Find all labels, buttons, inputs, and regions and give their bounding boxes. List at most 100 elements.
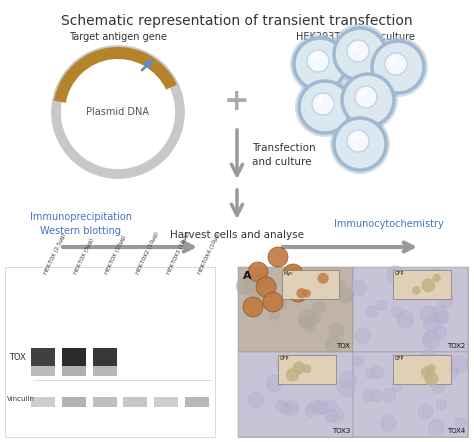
Circle shape bbox=[334, 118, 386, 170]
Circle shape bbox=[423, 315, 440, 332]
Circle shape bbox=[285, 271, 303, 289]
Bar bbox=[62, 348, 86, 366]
Circle shape bbox=[256, 277, 276, 297]
Circle shape bbox=[243, 297, 263, 317]
Circle shape bbox=[447, 367, 458, 379]
Circle shape bbox=[317, 97, 323, 103]
Circle shape bbox=[337, 379, 355, 396]
Circle shape bbox=[363, 390, 374, 402]
Circle shape bbox=[412, 286, 421, 295]
Circle shape bbox=[319, 362, 334, 377]
Circle shape bbox=[390, 57, 396, 63]
Circle shape bbox=[456, 417, 466, 428]
Circle shape bbox=[312, 301, 325, 314]
Circle shape bbox=[299, 81, 351, 133]
Circle shape bbox=[360, 90, 366, 96]
Bar bbox=[62, 397, 86, 407]
Text: Myc: Myc bbox=[284, 271, 293, 275]
Circle shape bbox=[347, 130, 369, 152]
Bar bbox=[238, 267, 468, 437]
Circle shape bbox=[305, 322, 315, 332]
Text: HEK-TOX (10µg): HEK-TOX (10µg) bbox=[105, 234, 127, 275]
Circle shape bbox=[325, 409, 337, 423]
Text: Plasmid DNA: Plasmid DNA bbox=[86, 107, 149, 117]
Circle shape bbox=[431, 378, 446, 392]
Circle shape bbox=[334, 28, 386, 80]
Circle shape bbox=[325, 336, 341, 352]
Text: GFP: GFP bbox=[395, 271, 405, 275]
Circle shape bbox=[312, 54, 318, 60]
Circle shape bbox=[290, 34, 350, 94]
Bar bbox=[31, 397, 55, 407]
Circle shape bbox=[381, 415, 396, 431]
Circle shape bbox=[300, 285, 314, 300]
Circle shape bbox=[424, 372, 438, 386]
Circle shape bbox=[418, 404, 433, 419]
Circle shape bbox=[420, 306, 437, 323]
Circle shape bbox=[283, 264, 303, 284]
Circle shape bbox=[419, 278, 432, 292]
Bar bbox=[393, 354, 451, 384]
Circle shape bbox=[338, 288, 354, 303]
Circle shape bbox=[366, 368, 376, 379]
Circle shape bbox=[392, 381, 402, 392]
Text: A: A bbox=[243, 271, 252, 281]
Bar bbox=[5, 267, 215, 437]
Bar bbox=[238, 352, 353, 437]
Circle shape bbox=[303, 364, 311, 373]
Text: TOX3: TOX3 bbox=[332, 428, 350, 434]
Circle shape bbox=[354, 356, 364, 366]
Bar bbox=[154, 397, 178, 407]
Circle shape bbox=[254, 275, 269, 290]
Text: HEK-TOX4 (10µg): HEK-TOX4 (10µg) bbox=[197, 231, 221, 275]
Circle shape bbox=[312, 93, 334, 115]
Circle shape bbox=[307, 50, 329, 72]
Circle shape bbox=[382, 389, 395, 402]
Circle shape bbox=[294, 38, 346, 90]
Circle shape bbox=[432, 282, 444, 293]
Circle shape bbox=[385, 53, 407, 75]
Circle shape bbox=[372, 41, 424, 93]
Circle shape bbox=[236, 277, 254, 295]
Text: Schematic representation of transient transfection: Schematic representation of transient tr… bbox=[61, 14, 413, 28]
Circle shape bbox=[437, 354, 451, 369]
Circle shape bbox=[275, 400, 287, 412]
Circle shape bbox=[432, 274, 441, 282]
Text: Target antigen gene: Target antigen gene bbox=[69, 32, 167, 42]
Bar bbox=[282, 270, 339, 299]
Circle shape bbox=[336, 281, 346, 291]
Circle shape bbox=[274, 298, 287, 310]
Circle shape bbox=[314, 403, 326, 415]
Circle shape bbox=[299, 309, 317, 327]
Circle shape bbox=[371, 366, 384, 379]
Circle shape bbox=[248, 392, 264, 408]
Text: +: + bbox=[224, 88, 250, 117]
Circle shape bbox=[420, 366, 432, 378]
Circle shape bbox=[371, 390, 382, 401]
Bar bbox=[353, 352, 468, 437]
Text: Harvest cells and analyse: Harvest cells and analyse bbox=[170, 230, 304, 240]
Circle shape bbox=[284, 400, 300, 415]
Text: HEK-TOX (2.5µg): HEK-TOX (2.5µg) bbox=[43, 232, 66, 275]
Circle shape bbox=[292, 362, 305, 374]
Circle shape bbox=[286, 368, 300, 381]
Text: HEK-TOX (5µg): HEK-TOX (5µg) bbox=[74, 237, 95, 275]
Circle shape bbox=[352, 134, 358, 140]
Circle shape bbox=[244, 276, 260, 293]
Circle shape bbox=[351, 280, 366, 296]
Circle shape bbox=[338, 70, 398, 130]
Circle shape bbox=[280, 403, 293, 415]
Text: TOX: TOX bbox=[9, 353, 26, 362]
Circle shape bbox=[295, 77, 355, 137]
Circle shape bbox=[305, 405, 317, 417]
Text: Immunocytochemistry: Immunocytochemistry bbox=[334, 219, 444, 229]
Circle shape bbox=[355, 328, 370, 343]
Bar bbox=[185, 397, 209, 407]
Circle shape bbox=[328, 407, 344, 423]
Circle shape bbox=[276, 358, 292, 373]
Circle shape bbox=[424, 331, 436, 342]
Wedge shape bbox=[54, 47, 177, 103]
Circle shape bbox=[263, 292, 283, 312]
Circle shape bbox=[263, 276, 273, 286]
Text: HEK-TOX2 (10µg): HEK-TOX2 (10µg) bbox=[136, 231, 159, 275]
